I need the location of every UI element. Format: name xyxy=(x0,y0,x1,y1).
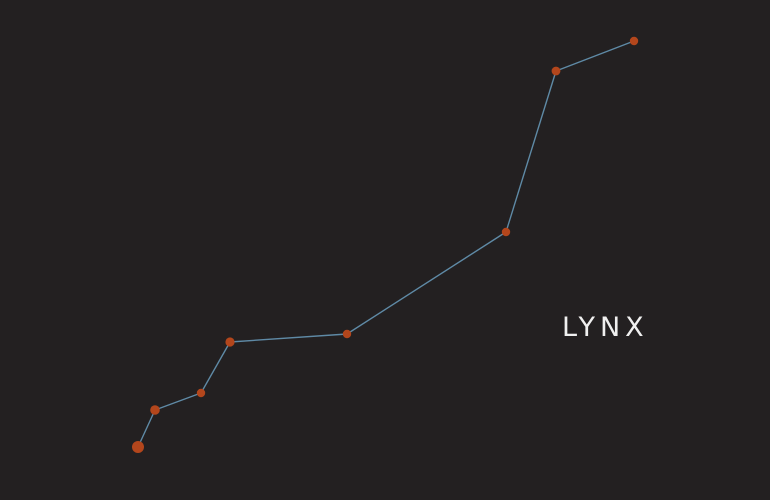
star xyxy=(225,337,235,347)
star xyxy=(551,66,561,76)
star xyxy=(629,36,639,46)
star xyxy=(196,388,206,398)
constellation-line xyxy=(137,409,156,448)
star xyxy=(342,329,352,339)
star xyxy=(501,227,511,237)
constellation-line xyxy=(555,40,635,72)
star xyxy=(132,441,144,453)
constellation-line xyxy=(346,231,507,335)
constellation-line xyxy=(229,333,348,343)
constellation-line xyxy=(505,70,557,233)
star xyxy=(150,405,160,415)
constellation-name: LYNX xyxy=(562,312,649,343)
constellation-line xyxy=(200,341,231,394)
constellation-line xyxy=(154,392,202,411)
